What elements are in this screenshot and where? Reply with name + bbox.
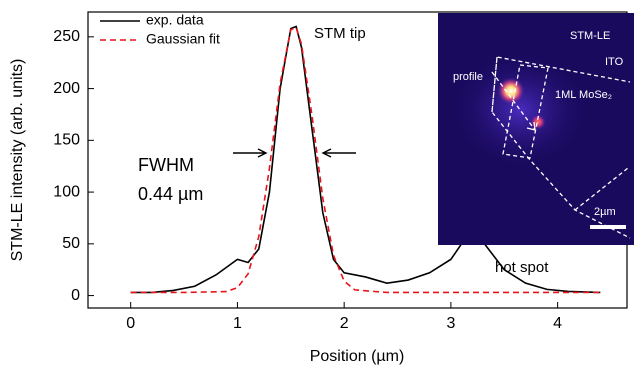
y-tick-label: 0 — [71, 287, 80, 304]
legend-label: Gaussian fit — [146, 31, 220, 47]
inset-spot — [497, 77, 525, 105]
legend-label: exp. data — [146, 12, 204, 28]
fwhm-arrow — [323, 149, 356, 157]
inset-label: 2µm — [594, 206, 616, 218]
x-tick-label: 4 — [553, 315, 562, 332]
y-tick-label: 50 — [62, 235, 80, 252]
inset-label: STM-LE — [570, 30, 610, 42]
inset-scale-bar — [590, 225, 626, 229]
inset-label: ITO — [605, 56, 624, 68]
y-tick-label: 150 — [53, 132, 80, 149]
x-tick-label: 3 — [446, 315, 455, 332]
annotation: FWHM — [138, 155, 194, 175]
y-tick-label: 250 — [53, 28, 80, 45]
inset-label: 1ML MoSe₂ — [555, 89, 612, 101]
y-axis-label: STM-LE intensity (arb. units) — [9, 59, 26, 262]
x-tick-label: 1 — [233, 315, 242, 332]
fwhm-arrow — [233, 149, 266, 157]
annotation: 0.44 µm — [138, 184, 203, 204]
y-tick-label: 100 — [53, 183, 80, 200]
annotation: hot spot — [495, 259, 549, 276]
x-tick-label: 0 — [126, 315, 135, 332]
chart: STM-LE intensity (arb. units) Position (… — [0, 0, 642, 371]
inset-label: profile — [453, 71, 483, 83]
x-tick-label: 2 — [340, 315, 349, 332]
annotation: STM tip — [314, 25, 366, 42]
y-tick-label: 200 — [53, 80, 80, 97]
inset-image: STM-LE ITO profile 1ML MoSe₂ 2µm — [438, 13, 634, 245]
x-axis-label: Position (µm) — [310, 348, 405, 365]
